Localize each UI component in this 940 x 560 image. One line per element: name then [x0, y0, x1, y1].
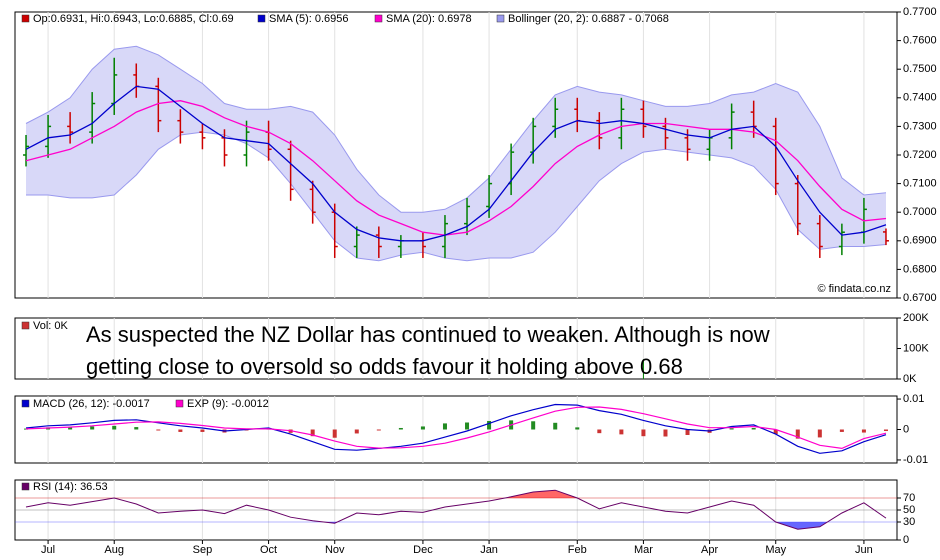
legend-swatch	[496, 14, 505, 23]
rsi-line	[25, 489, 887, 530]
y-tick-label: 0.7600	[903, 35, 937, 47]
x-tick-label: Feb	[568, 544, 587, 556]
macd-histogram-bar	[68, 427, 73, 430]
macd-histogram-bar	[332, 429, 337, 438]
macd-line	[25, 403, 887, 454]
y-tick-label: 30	[903, 516, 915, 528]
macd-line	[25, 406, 887, 450]
macd-histogram-bar	[685, 429, 690, 435]
y-tick-label: 0	[903, 534, 909, 546]
macd-histogram-bar	[487, 420, 492, 430]
legend-swatch	[21, 321, 30, 330]
legend-label: EXP (9): -0.0012	[187, 398, 269, 410]
y-tick-label: 0.7100	[903, 178, 937, 190]
legend-label: Bollinger (20, 2): 0.6887 - 0.7068	[508, 13, 669, 25]
macd-histogram-bar	[861, 429, 866, 433]
macd-histogram-bar	[729, 428, 734, 430]
macd-histogram-bar	[531, 421, 536, 430]
y-tick-label: 0.7500	[903, 63, 937, 75]
macd-histogram-bar	[795, 429, 800, 439]
panel-frame	[14, 317, 898, 380]
annotation: getting close to oversold so odds favour…	[86, 354, 683, 379]
macd-histogram-bar	[178, 429, 183, 432]
y-tick-label: -0.01	[903, 454, 928, 466]
x-tick-label: Sep	[193, 544, 213, 556]
macd-histogram-bar	[354, 429, 359, 434]
macd-histogram-bar	[773, 429, 778, 435]
macd-histogram-bar	[553, 422, 558, 430]
macd-histogram-bar	[398, 427, 403, 430]
macd-histogram-bar	[156, 429, 161, 431]
macd-histogram-bar	[310, 429, 315, 437]
volume-bar	[642, 359, 644, 379]
macd-histogram-bar	[376, 429, 381, 431]
macd-histogram-bar	[597, 429, 602, 434]
macd-histogram-bar	[619, 429, 624, 435]
y-tick-label: 0.7700	[903, 6, 937, 18]
y-tick-label: 0.7000	[903, 206, 937, 218]
macd-histogram-bar	[883, 429, 888, 432]
bollinger-lower	[26, 131, 887, 262]
legend-swatch	[175, 399, 184, 408]
macd-histogram-bar	[442, 423, 447, 430]
y-tick-label: 0.6900	[903, 235, 937, 247]
legend-label: Vol: 0K	[33, 320, 69, 332]
annotation: As suspected the NZ Dollar has continued…	[86, 322, 770, 347]
y-tick-label: 0.7400	[903, 92, 937, 104]
x-tick-label: Aug	[104, 544, 124, 556]
macd-histogram-bar	[663, 429, 668, 437]
legend-swatch	[21, 14, 30, 23]
macd-histogram-bar	[465, 422, 470, 430]
x-tick-label: Oct	[260, 544, 277, 556]
y-tick-label: 200K	[903, 312, 929, 324]
legend-label: MACD (26, 12): -0.0017	[33, 398, 150, 410]
macd-histogram-bar	[134, 427, 139, 430]
legend-swatch	[374, 14, 383, 23]
sma-line	[25, 85, 887, 242]
macd-histogram-bar	[751, 427, 756, 430]
y-tick-label: 0K	[903, 373, 917, 385]
y-tick-label: 100K	[903, 342, 929, 354]
y-tick-label: 50	[903, 504, 915, 516]
macd-histogram-bar	[420, 426, 425, 430]
x-tick-label: Mar	[634, 544, 653, 556]
legend-label: SMA (5): 0.6956	[269, 13, 349, 25]
macd-histogram-bar	[200, 429, 205, 432]
macd-histogram-bar	[817, 429, 822, 438]
macd-histogram-bar	[641, 429, 646, 437]
y-tick-label: 0.01	[903, 393, 924, 405]
macd-histogram-bar	[90, 426, 95, 430]
y-tick-label: 0.7300	[903, 120, 937, 132]
macd-histogram-bar	[575, 427, 580, 430]
y-tick-label: 0.6800	[903, 263, 937, 275]
macd-histogram-bar	[839, 429, 844, 432]
x-tick-label: Jan	[480, 544, 498, 556]
legend-label: Op:0.6931, Hi:0.6943, Lo:0.6885, Cl:0.69	[33, 13, 234, 25]
x-tick-label: Dec	[413, 544, 433, 556]
x-tick-label: May	[765, 544, 786, 556]
bollinger-band	[26, 46, 886, 261]
legend-swatch	[257, 14, 266, 23]
x-tick-label: Jun	[855, 544, 873, 556]
x-tick-label: Jul	[41, 544, 55, 556]
legend-label: SMA (20): 0.6978	[386, 13, 472, 25]
legend-swatch	[21, 482, 30, 491]
y-tick-label: 70	[903, 492, 915, 504]
legend-label: RSI (14): 36.53	[33, 481, 108, 493]
y-tick-label: 0	[903, 423, 909, 435]
credit: © findata.co.nz	[817, 283, 891, 295]
y-tick-label: 0.7200	[903, 149, 937, 161]
y-tick-label: 0.6700	[903, 292, 937, 304]
sma-line	[25, 100, 887, 236]
x-tick-label: Nov	[325, 544, 345, 556]
x-tick-label: Apr	[701, 544, 718, 556]
legend-swatch	[21, 399, 30, 408]
bollinger-upper	[25, 45, 887, 213]
macd-histogram-bar	[112, 425, 117, 430]
